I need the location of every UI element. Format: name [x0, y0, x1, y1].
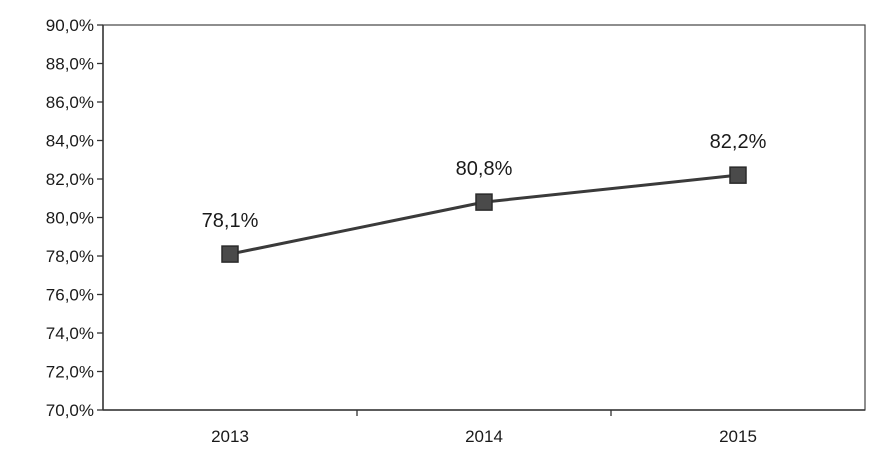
x-tick-label: 2013 — [211, 427, 249, 446]
y-tick-label: 82,0% — [46, 170, 94, 189]
y-tick-label: 88,0% — [46, 55, 94, 74]
y-tick-label: 70,0% — [46, 401, 94, 420]
data-point-marker — [475, 193, 493, 211]
y-tick-label: 72,0% — [46, 363, 94, 382]
y-tick-label: 86,0% — [46, 93, 94, 112]
x-tick-label: 2015 — [719, 427, 757, 446]
x-axis-ticks: 2013 2014 2015 — [211, 410, 757, 446]
y-axis-ticks: 70,0% 72,0% 74,0% 76,0% 78,0% 80,0% 82,0% 84,0%… — [46, 16, 103, 420]
data-label: 78,1% — [202, 210, 259, 232]
data-point-marker — [221, 245, 239, 263]
y-tick-label: 84,0% — [46, 132, 94, 151]
y-tick-label: 90,0% — [46, 16, 94, 35]
y-tick-label: 76,0% — [46, 286, 94, 305]
x-tick-label: 2014 — [465, 427, 503, 446]
data-label: 80,8% — [456, 158, 513, 180]
y-tick-label: 74,0% — [46, 324, 94, 343]
y-tick-label: 80,0% — [46, 209, 94, 228]
data-point-marker — [729, 166, 747, 184]
series-layer: 78,1% 80,8% 82,2% — [202, 131, 767, 263]
data-label: 82,2% — [710, 131, 767, 153]
y-tick-label: 78,0% — [46, 247, 94, 266]
series-line — [229, 173, 739, 256]
